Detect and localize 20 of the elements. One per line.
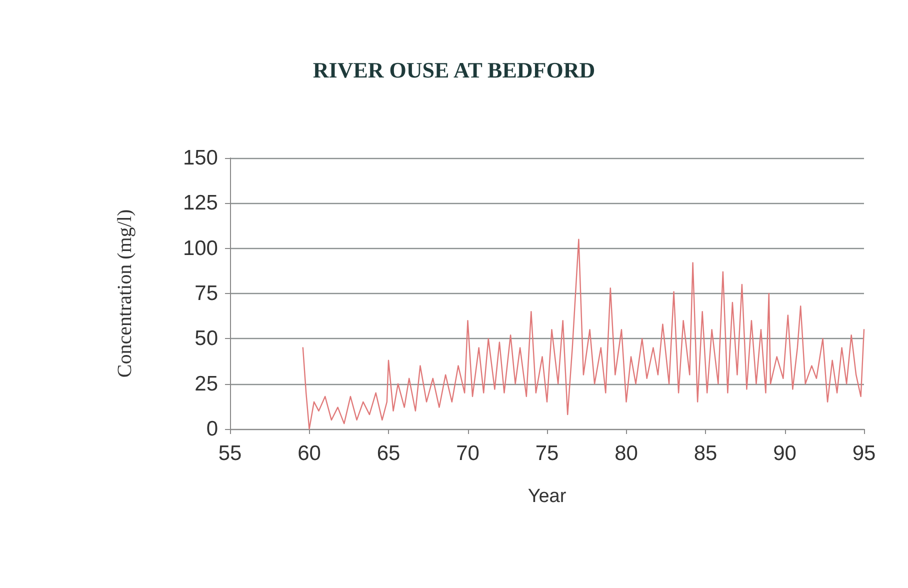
- x-tick-label: 90: [773, 442, 796, 465]
- x-tick-label: 65: [376, 442, 400, 465]
- x-tick-label: 55: [218, 442, 242, 465]
- x-tick-label: 60: [298, 442, 321, 465]
- x-tick-label: 95: [852, 442, 876, 465]
- y-tick-label: 25: [194, 372, 218, 396]
- y-tick-label: 75: [194, 282, 218, 305]
- y-tick-label: 125: [182, 192, 218, 215]
- x-tick-label: 75: [535, 442, 559, 465]
- x-axis-title: Year: [528, 486, 567, 507]
- x-tick-label: 80: [614, 442, 638, 465]
- y-tick-label: 100: [182, 236, 218, 260]
- y-tick-label: 0: [206, 418, 218, 440]
- x-tick-label: 70: [456, 442, 480, 465]
- chart-title: RIVER OUSE AT BEDFORD: [312, 58, 596, 82]
- line-series: [302, 238, 865, 430]
- x-tick-label: 85: [694, 442, 718, 465]
- y-tick-label: 150: [182, 146, 218, 170]
- y-axis-title: Concentration (mg/l): [114, 209, 136, 378]
- y-tick-label: 50: [194, 327, 218, 350]
